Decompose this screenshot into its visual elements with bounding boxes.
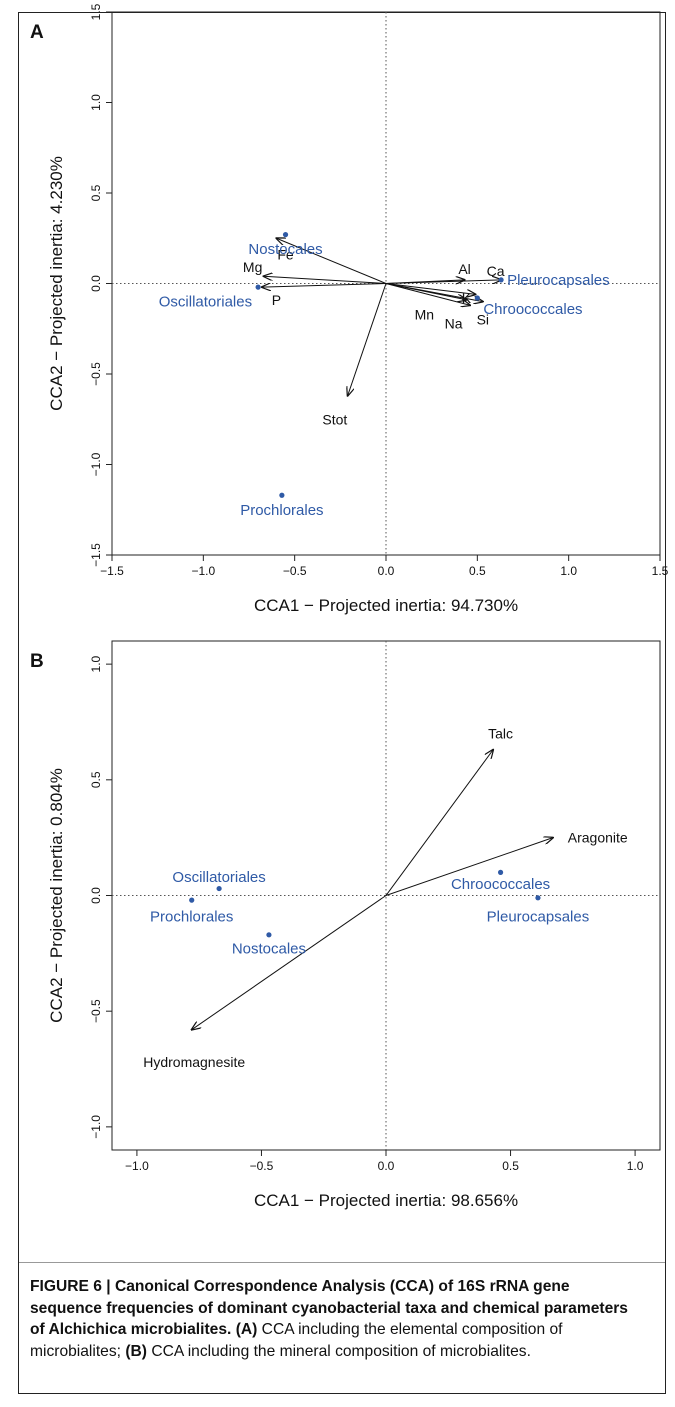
chart-a-point-label-chroococcales: Chroococcales xyxy=(483,301,582,318)
chart-a-x-tick-label: 1.5 xyxy=(652,564,669,578)
chart-b-y-tick-label: −1.0 xyxy=(89,1115,103,1139)
chart-a-vector-label-si: Si xyxy=(477,312,489,328)
chart-a-vector-p xyxy=(262,284,387,288)
chart-a-y-tick-label: 0.5 xyxy=(89,184,103,201)
chart-b-x-tick-label: 0.5 xyxy=(502,1159,519,1173)
chart-b-point-pleurocapsales xyxy=(535,895,541,901)
chart-b-vector-talc xyxy=(385,750,493,896)
chart-a-x-tick-label: −0.5 xyxy=(283,564,307,578)
panel-label-b: B xyxy=(30,651,44,672)
chart-b-vector-aragonite xyxy=(385,838,553,896)
chart-b-vector-label-talc: Talc xyxy=(488,726,513,742)
chart-a-vector-label-mg: Mg xyxy=(243,259,262,275)
chart-a-point-oscillatoriales xyxy=(255,284,261,290)
chart-b-point-chroococcales xyxy=(497,869,504,875)
chart-a-vector-ca xyxy=(385,280,501,284)
caption-b-text: CCA including the mineral composition of… xyxy=(146,1342,531,1360)
caption-a-text: CCA including the elemental composition … xyxy=(30,1321,563,1360)
chart-b-x-tick-label: −1.0 xyxy=(125,1159,149,1173)
chart-b-vector-label-hydromagnesite: Hydromagnesite xyxy=(143,1054,245,1070)
chart-a-vector-label-mn: Mn xyxy=(415,306,434,322)
chart-b-y-tick-label: 0.5 xyxy=(89,771,103,788)
chart-b-x-tick-label: 1.0 xyxy=(627,1159,644,1173)
chart-b-x-axis-title: CCA1 − Projected inertia: 98.656% xyxy=(254,1191,518,1210)
chart-a-vector-label-stot: Stot xyxy=(322,411,347,427)
chart-a-x-axis-title: CCA1 − Projected inertia: 94.730% xyxy=(254,596,518,615)
chart-a-point-label-pleurocapsales: Pleurocapsales xyxy=(507,272,610,289)
chart-a-y-tick-label: −1.5 xyxy=(89,543,103,567)
chart-b-vector-hydromagnesite xyxy=(192,895,387,1030)
chart-b-y-tick-label: 0.0 xyxy=(89,887,103,904)
chart-a-x-tick-label: 0.5 xyxy=(469,564,486,578)
chart-b-point-nostocales xyxy=(266,932,272,938)
chart-a-x-tick-label: −1.0 xyxy=(191,564,215,578)
chart-a-vector-mg xyxy=(264,276,387,284)
chart-b-point-label-chroococcales: Chroococcales xyxy=(451,876,550,893)
chart-a-y-tick-label: 0.0 xyxy=(89,275,103,292)
caption-a-label: (A) xyxy=(235,1321,258,1338)
chart-b-point-label-oscillatoriales: Oscillatoriales xyxy=(172,869,265,886)
chart-a-vector-label-al: Al xyxy=(458,261,470,277)
chart-a-vector-label-fe: Fe xyxy=(277,247,294,263)
caption-divider xyxy=(19,1262,665,1263)
chart-a-x-tick-label: 0.0 xyxy=(378,564,395,578)
chart-a-point-label-nostocales: Nostocales xyxy=(248,241,322,258)
chart-a-y-tick-label: 1.5 xyxy=(89,3,103,20)
chart-a-point-pleurocapsales xyxy=(498,277,504,283)
chart-a-point-label-prochlorales: Prochlorales xyxy=(240,502,323,519)
chart-b-x-tick-label: −0.5 xyxy=(250,1159,274,1173)
chart-a-y-axis-title: CCA2 − Projected inertia: 4.230% xyxy=(47,156,66,411)
chart-a-vector-k xyxy=(385,283,476,295)
chart-b-point-label-prochlorales: Prochlorales xyxy=(150,908,233,925)
chart-a-point-chroococcales xyxy=(474,295,480,301)
chart-a-vector-label-p: P xyxy=(272,292,281,308)
chart-a-point-label-oscillatoriales: Oscillatoriales xyxy=(159,294,252,311)
chart-a-vector-stot xyxy=(348,283,387,396)
caption-b-label: (B) xyxy=(125,1342,147,1360)
chart-b-y-tick-label: −0.5 xyxy=(89,999,103,1023)
chart-a-vector-label-na: Na xyxy=(445,315,463,331)
chart-a-point-prochlorales xyxy=(279,492,285,498)
panel-label-a: A xyxy=(30,22,44,43)
chart-b-point-label-nostocales: Nostocales xyxy=(232,941,306,958)
chart-b-point-oscillatoriales xyxy=(216,885,222,892)
chart-a-y-tick-label: 1.0 xyxy=(89,94,103,111)
chart-a: −1.5 −1.0 −0.5 0.0 0.5 1.0 1.5 −1.5 −1.0 −0.5 0.0 0… xyxy=(47,3,669,615)
chart-a-x-tick-label: −1.5 xyxy=(100,564,124,578)
chart-a-vector-na xyxy=(385,283,470,306)
chart-a-point-nostocales xyxy=(282,232,289,238)
figure-charts: −1.5 −1.0 −0.5 0.0 0.5 1.0 1.5 −1.5 −1.0 −0.5 0.0 0… xyxy=(47,3,669,1210)
chart-a-y-tick-label: −1.0 xyxy=(89,452,103,476)
chart-b-x-tick-label: 0.0 xyxy=(378,1159,395,1173)
chart-b-y-tick-label: 1.0 xyxy=(89,655,103,672)
chart-b-point-prochlorales xyxy=(189,897,195,903)
chart-b-vector-label-aragonite: Aragonite xyxy=(568,830,628,846)
chart-a-vector-fe xyxy=(276,238,387,284)
chart-b-y-axis-title: CCA2 − Projected inertia: 0.804% xyxy=(47,768,66,1023)
caption-title: FIGURE 6 | Canonical Correspondence Anal… xyxy=(30,1278,628,1338)
chart-a-vector-label-ca: Ca xyxy=(487,263,505,279)
figure-caption: FIGURE 6 | Canonical Correspondence Anal… xyxy=(30,1276,645,1362)
chart-a-x-tick-label: 1.0 xyxy=(560,564,577,578)
chart-b-point-label-pleurocapsales: Pleurocapsales xyxy=(487,908,590,925)
chart-a-vector-si xyxy=(385,283,483,302)
chart-b: −1.0 −0.5 0.0 0.5 1.0 −1.0 −0.5 0.0 0.5 1.0 CCA1 −… xyxy=(47,640,661,1210)
chart-a-y-tick-label: −0.5 xyxy=(89,362,103,386)
